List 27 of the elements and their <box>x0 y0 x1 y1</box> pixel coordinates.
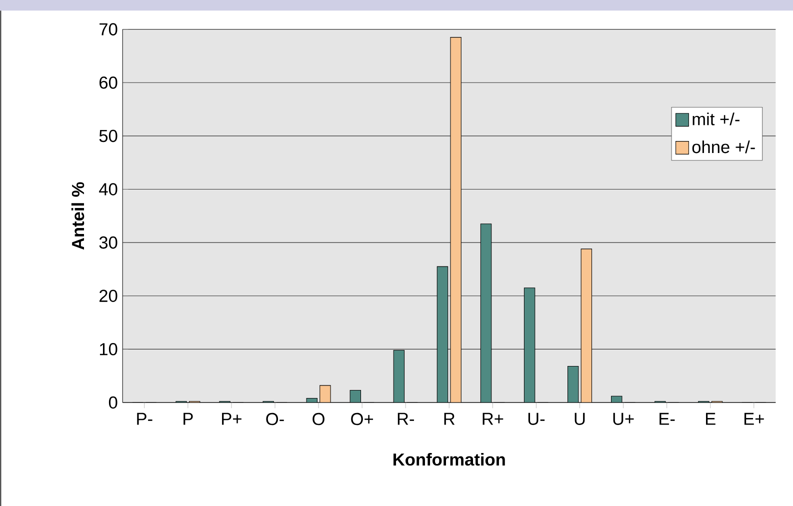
legend-label: mit +/- <box>692 112 740 126</box>
y-tick-label: 0 <box>108 396 118 408</box>
y-tick-label: 10 <box>100 342 118 356</box>
x-tick-label: P- <box>137 412 152 425</box>
y-tick-label: 70 <box>100 22 118 36</box>
y-tick-label: 60 <box>100 76 118 89</box>
x-tick-label: U <box>574 412 585 425</box>
x-tick-label: E+ <box>744 412 764 425</box>
x-tick-label: U+ <box>613 412 634 425</box>
x-axis-title: Konformation <box>394 452 505 466</box>
y-tick-label: 30 <box>99 236 118 248</box>
x-tick-label: O+ <box>351 412 374 425</box>
x-tick-label: P <box>184 412 193 425</box>
y-tick-label: 50 <box>99 130 118 142</box>
x-tick-label: O- <box>266 412 284 425</box>
legend-label: ohne +/- <box>692 140 755 153</box>
x-tick-label: R+ <box>482 412 504 425</box>
y-axis-title: Anteil % <box>71 182 84 250</box>
y-tick-label: 20 <box>100 290 118 302</box>
x-tick-label: R- <box>398 412 414 425</box>
x-tick-label: E- <box>660 412 675 425</box>
x-tick-label: R <box>444 412 455 425</box>
x-tick-label: E <box>706 412 716 425</box>
x-tick-label: P+ <box>222 412 242 425</box>
y-tick-label: 40 <box>99 182 118 196</box>
x-tick-label: U- <box>528 412 545 425</box>
x-tick-label: O <box>312 412 324 425</box>
